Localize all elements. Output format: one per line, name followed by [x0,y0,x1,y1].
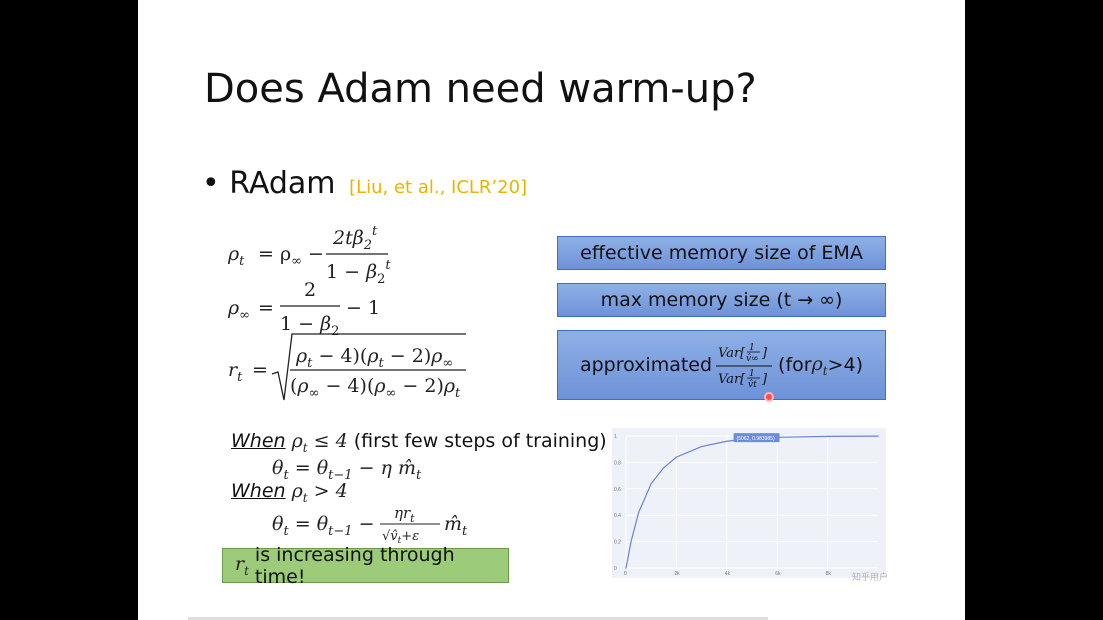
y-tick-label: 0 [614,566,617,572]
data-point [701,445,703,448]
update-rule-2: θt = θt−1 − ηrt √v̂t+ε m̂t [272,504,468,546]
variance-fraction: Var[1 v̂∞] Var[1 v̂t] [716,343,773,390]
when-label-2: When [231,480,286,502]
svg-text:ρt − 4)(ρt − 2)ρ∞: ρt − 4)(ρt − 2)ρ∞ [295,345,453,371]
when-label-1: When [231,430,286,452]
box-max-memory-label: max memory size (t → ∞) [600,289,843,311]
tooltip-label: (5062, 0.983985) [737,436,775,442]
warmup-chart: 0 0.2 0.4 0.6 0.8 1 0 2k 4k 6k 8k (5062, 0.983985) [612,428,886,578]
y-tick-label: 0.8 [614,460,621,466]
x-tick-label: 0 [624,571,627,577]
svg-text:− 1: − 1 [346,297,380,319]
y-tick-label: 0.6 [614,487,621,493]
rt-equation: rt = ρt − 4)(ρt − 2)ρ∞ (ρ∞ − 4)(ρ∞ − 2)ρ… [228,333,466,401]
bullet-mark: • [202,166,220,201]
rho-equations: ρt = ρ∞ − 2tβ2t 1 − β2t ρ∞ = 2 1 − β2 − … [228,224,391,339]
svg-text:ηrt: ηrt [394,504,415,525]
bullet-radam: • RAdam [Liu, et al., ICLR’20] [202,166,527,201]
svg-text:=: = [258,297,274,319]
y-tick-label: 0.2 [614,540,621,546]
svg-text:= ρ∞ −: = ρ∞ − [258,243,324,269]
approx-prefix: approximated [579,354,713,376]
svg-text:Var[: Var[ [718,372,746,387]
svg-text:v̂∞: v̂∞ [746,353,759,364]
r-t-symbol: rt [235,553,249,578]
data-point [625,567,627,569]
condition-2: When ρt > 4 [231,480,348,505]
data-point [630,541,632,543]
data-point [663,467,665,469]
svg-text:√v̂t+ε: √v̂t+ε [382,529,419,546]
x-tick-label: 4k [725,571,731,577]
y-tick-label: 0.4 [614,513,621,519]
box-approximated: approximated Var[1 v̂∞] Var[1 v̂t] (for … [557,330,886,400]
svg-text:1: 1 [749,343,755,353]
box-effective-memory-label: effective memory size of EMA [580,242,863,264]
approx-suffix-post: >4) [827,354,864,376]
data-point [650,482,652,485]
box-effective-memory: effective memory size of EMA [557,236,886,270]
update-rule-1: θt = θt−1 − η m̂t [272,457,422,483]
svg-text:1: 1 [749,369,755,379]
data-point [827,435,829,437]
condition-1: When ρt ≤ 4 (first few steps of training… [231,430,607,455]
series-line [625,435,879,569]
data-point [877,435,879,437]
svg-text:2: 2 [304,279,316,301]
cond2-math: ρt > 4 [291,480,348,505]
svg-text:ρt: ρt [228,243,245,269]
data-point [675,456,677,458]
svg-text:=: = [252,359,268,381]
x-tick-label: 2k [674,571,680,577]
note-text: is increasing through time! [254,543,455,588]
svg-text:2tβ2t: 2tβ2t [332,224,378,253]
svg-text:θt = θt−1 −: θt = θt−1 − [272,513,375,539]
bottom-bar [188,617,768,620]
svg-text:Var[: Var[ [718,346,746,361]
box-max-memory: max memory size (t → ∞) [557,283,886,317]
slide-title: Does Adam need warm-up? [204,66,757,112]
cond1-tail: (first few steps of training) [353,430,607,452]
svg-text:]: ] [761,346,768,361]
citation: [Liu, et al., ICLR’20] [349,177,528,198]
bullet-text: RAdam [229,166,336,201]
slide: Does Adam need warm-up? • RAdam [Liu, et… [138,0,965,620]
tooltip-box [733,433,780,443]
rho-t-symbol: ρt [811,352,828,378]
watermark: 知乎用户 [852,572,889,582]
svg-text:ρ∞: ρ∞ [228,297,250,323]
x-tick-label: 6k [775,571,781,577]
chart-svg: 0 0.2 0.4 0.6 0.8 1 0 2k 4k 6k 8k (5062, 0.983985) [614,433,879,577]
svg-text:1 − β2t: 1 − β2t [326,258,391,287]
cond1-math: ρt ≤ 4 [291,430,348,455]
svg-text:(ρ∞ − 4)(ρ∞ − 2)ρt: (ρ∞ − 4)(ρ∞ − 2)ρt [290,375,461,401]
svg-text:rt: rt [228,359,243,385]
data-point [638,511,640,514]
pointer-cursor [764,392,774,402]
svg-text:m̂t: m̂t [444,513,468,539]
approx-suffix-pre: (for [778,354,812,376]
svg-text:v̂t: v̂t [748,379,757,390]
svg-text:1 − β2: 1 − β2 [280,313,339,339]
y-tick-label: 1 [614,434,617,440]
note-box: rt is increasing through time! [222,544,509,588]
x-tick-label: 8k [826,571,832,577]
data-point [726,440,728,442]
svg-text:]: ] [761,372,768,387]
